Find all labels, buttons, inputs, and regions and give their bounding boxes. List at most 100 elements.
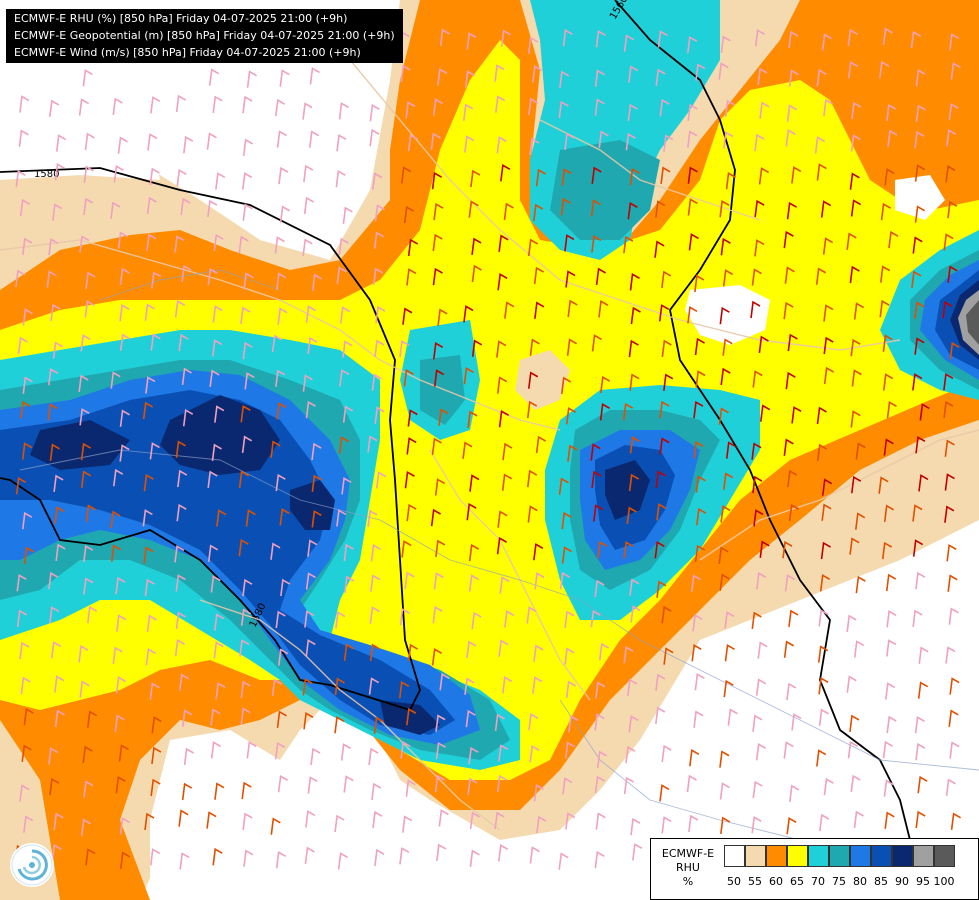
legend-swatch bbox=[850, 845, 871, 867]
wind-barb bbox=[720, 816, 731, 834]
wind-barb bbox=[723, 131, 734, 149]
wind-barb bbox=[630, 605, 641, 623]
wind-barb bbox=[215, 682, 226, 700]
wind-barb bbox=[498, 744, 509, 762]
wind-barb bbox=[628, 715, 639, 733]
wind-barb bbox=[398, 680, 410, 699]
wind-barb bbox=[308, 130, 320, 148]
wind-barb bbox=[175, 574, 186, 592]
wind-barb bbox=[879, 60, 890, 79]
wind-barb bbox=[558, 100, 569, 119]
wind-barb bbox=[655, 706, 666, 725]
wind-barb bbox=[83, 544, 94, 563]
wind-barb bbox=[883, 504, 895, 522]
legend-tick-label: 95 bbox=[916, 875, 930, 888]
wind-barb bbox=[151, 271, 162, 289]
wind-barb bbox=[534, 572, 545, 590]
wind-barb bbox=[303, 196, 315, 215]
wind-barb bbox=[879, 265, 891, 283]
wind-barb bbox=[183, 135, 194, 154]
wind-barb bbox=[213, 233, 224, 252]
wind-barb bbox=[753, 509, 764, 527]
wind-barb bbox=[565, 407, 577, 425]
wind-barb bbox=[759, 540, 770, 558]
wind-barb bbox=[307, 539, 318, 557]
wind-barb bbox=[910, 30, 921, 49]
wind-barb bbox=[783, 741, 794, 759]
wind-barb bbox=[405, 101, 416, 119]
wind-barb bbox=[367, 435, 378, 453]
wind-barb bbox=[149, 167, 160, 186]
wind-barb bbox=[302, 374, 313, 392]
wind-barb bbox=[375, 471, 387, 489]
wind-barb bbox=[718, 407, 729, 425]
wind-barb bbox=[948, 607, 959, 625]
wind-barb bbox=[406, 707, 417, 726]
wind-barb bbox=[80, 470, 92, 488]
wind-barb bbox=[846, 675, 857, 693]
wind-barb bbox=[242, 578, 253, 597]
wind-barb bbox=[85, 504, 96, 522]
wind-barb bbox=[181, 709, 193, 727]
wind-barb bbox=[110, 201, 121, 219]
wind-barb bbox=[276, 272, 287, 290]
wind-barb bbox=[87, 710, 98, 728]
wind-barb bbox=[687, 130, 698, 148]
wind-barb bbox=[558, 852, 569, 870]
wind-barb bbox=[469, 849, 480, 867]
wind-barb bbox=[343, 643, 354, 661]
wind-barb bbox=[527, 371, 539, 389]
wind-barb bbox=[466, 640, 477, 659]
wind-barb bbox=[919, 403, 930, 421]
wind-barb bbox=[599, 403, 611, 421]
wind-barb bbox=[496, 136, 507, 154]
wind-barb bbox=[239, 639, 250, 657]
wind-barb bbox=[178, 333, 189, 352]
wind-barb bbox=[532, 676, 543, 694]
wind-barb bbox=[884, 682, 896, 700]
wind-barb bbox=[751, 611, 762, 630]
wind-barb bbox=[594, 579, 605, 598]
wind-barb bbox=[785, 128, 796, 147]
wind-barb bbox=[150, 778, 161, 797]
wind-barb bbox=[949, 342, 960, 360]
wind-barb bbox=[532, 65, 543, 83]
wind-barb bbox=[145, 376, 156, 394]
wind-barb bbox=[626, 506, 637, 524]
wind-barb bbox=[599, 375, 611, 394]
wind-barb bbox=[174, 639, 186, 657]
wind-barb bbox=[823, 366, 835, 385]
wind-barb bbox=[406, 268, 417, 286]
wind-barb bbox=[558, 477, 569, 495]
wind-barb bbox=[402, 815, 413, 833]
wind-barb bbox=[496, 774, 508, 793]
wind-barb bbox=[51, 844, 62, 862]
legend-model: ECMWF-E bbox=[661, 847, 715, 860]
wind-barb bbox=[471, 237, 482, 256]
wind-barb bbox=[462, 103, 474, 121]
legend-swatch bbox=[871, 845, 892, 867]
wind-barb bbox=[214, 405, 225, 423]
wind-barb bbox=[847, 28, 858, 47]
wind-barb bbox=[115, 676, 126, 694]
wind-barb bbox=[911, 270, 922, 288]
wind-barb bbox=[663, 134, 674, 152]
wind-barb bbox=[277, 307, 288, 325]
wind-barb bbox=[533, 203, 544, 222]
wind-barb bbox=[278, 166, 289, 185]
wind-barb bbox=[19, 784, 30, 802]
wind-barb bbox=[245, 509, 256, 527]
wind-barb bbox=[112, 97, 123, 116]
wind-barb bbox=[914, 301, 925, 319]
wind-barb bbox=[915, 742, 926, 761]
wind-barb bbox=[654, 240, 665, 258]
wind-barb bbox=[468, 543, 480, 562]
wind-barb bbox=[656, 503, 667, 521]
wind-barb bbox=[758, 335, 769, 354]
wind-barb bbox=[175, 440, 186, 458]
wind-barb bbox=[471, 339, 483, 357]
wind-barb bbox=[212, 847, 223, 866]
wind-barb bbox=[275, 850, 287, 869]
wind-barb bbox=[687, 198, 698, 216]
